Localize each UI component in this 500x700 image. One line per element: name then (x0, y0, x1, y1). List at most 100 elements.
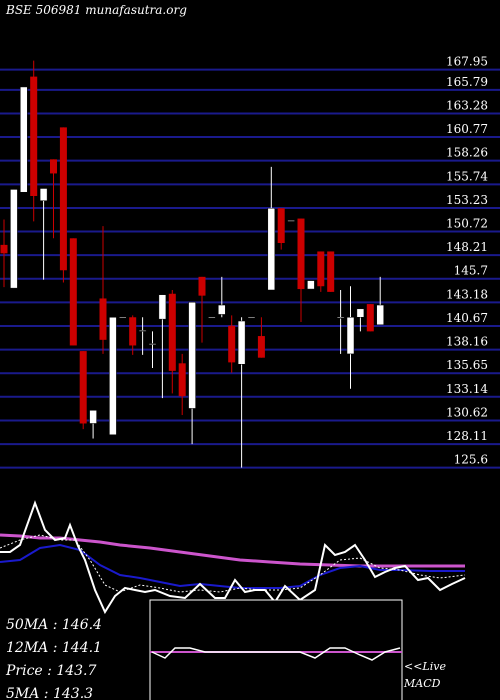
candle (198, 276, 206, 343)
y-tick-label: 145.7 (454, 264, 488, 278)
candle (0, 219, 8, 288)
y-tick-label: 140.67 (446, 311, 488, 325)
candle-body (356, 308, 365, 318)
candle-body (346, 317, 355, 355)
candle (148, 331, 157, 369)
ma-slow-line (0, 533, 465, 568)
candle-body (39, 188, 48, 201)
candle-body (327, 251, 335, 292)
live-label: <<Live (404, 660, 446, 673)
candle (20, 86, 28, 193)
ma-dotted-line (0, 534, 466, 593)
candle (99, 226, 107, 354)
candle (119, 317, 127, 319)
y-tick-label: 128.11 (446, 429, 488, 443)
candle (257, 317, 265, 358)
candles (0, 60, 384, 468)
candle-body (148, 343, 157, 345)
candle (376, 276, 384, 326)
candle-body (317, 251, 325, 287)
candle (327, 251, 335, 292)
y-tick-label: 167.95 (446, 55, 488, 69)
y-tick-label: 148.21 (446, 240, 488, 254)
ma50-stat: 50MA : 146.4 (6, 617, 102, 633)
candle-body (307, 280, 315, 290)
candle-body (69, 238, 77, 346)
candle-body (247, 317, 256, 319)
candle-body (277, 208, 285, 243)
y-tick-label: 158.26 (446, 146, 488, 160)
candle-body (287, 220, 295, 222)
candle (79, 351, 87, 430)
candle (237, 317, 246, 468)
candle (158, 294, 167, 399)
y-tick-label: 143.18 (446, 287, 488, 301)
y-axis-labels: 167.95 165.79 163.28 160.77 158.26 155.74 153.… (446, 55, 488, 467)
candle (297, 218, 305, 322)
candle-body (30, 76, 38, 196)
candle (129, 315, 137, 355)
y-tick-label: 133.14 (446, 382, 488, 396)
candle-body (0, 244, 8, 254)
candle (267, 166, 276, 291)
candle (168, 290, 176, 394)
candle-body (218, 304, 226, 315)
candle (307, 280, 315, 290)
y-tick-label: 165.79 (446, 75, 488, 89)
candle-body (178, 363, 186, 397)
moving-average-panel (0, 500, 466, 615)
candle (178, 353, 186, 416)
y-tick-label: 138.16 (446, 335, 488, 349)
candle-body (79, 351, 87, 424)
ma-mid-line (0, 543, 465, 589)
candle (50, 159, 57, 239)
candle (218, 276, 226, 318)
candle (208, 317, 216, 319)
candle-body (198, 276, 206, 296)
macd-box (149, 599, 403, 700)
candle (59, 127, 67, 283)
candle-body (336, 317, 345, 319)
candle-body (59, 127, 67, 271)
y-tick-label: 135.65 (446, 358, 488, 372)
candle-body (50, 159, 57, 174)
candle (30, 60, 38, 222)
y-tick-label: 130.62 (446, 405, 488, 419)
candle (10, 189, 18, 289)
macd-line (151, 647, 401, 661)
candle-body (228, 325, 236, 363)
y-tick-label: 150.72 (446, 217, 488, 231)
candle-body (168, 293, 176, 371)
y-tick-label: 125.6 (454, 453, 488, 467)
candle-body (109, 317, 117, 436)
candle-body (158, 294, 167, 320)
ma-fast-line (0, 500, 466, 615)
candle (346, 286, 355, 389)
candle (287, 220, 295, 222)
candle-body (237, 320, 246, 365)
y-tick-label: 155.74 (446, 169, 488, 183)
ma5-stat: 5MA : 143.3 (6, 686, 93, 700)
candle (188, 301, 196, 445)
y-tick-label: 153.23 (446, 193, 488, 207)
candle (277, 208, 285, 250)
candle-body (89, 410, 97, 424)
candle (366, 304, 374, 332)
candle-body (257, 336, 265, 358)
candle (247, 317, 256, 319)
candle-body (129, 317, 137, 346)
candle (89, 410, 97, 439)
grid-lines (0, 68, 500, 469)
candle (69, 238, 77, 346)
candle-body (119, 317, 127, 319)
chart-title: BSE 506981 munafasutra.org (5, 3, 187, 17)
y-tick-label: 163.28 (446, 98, 488, 112)
ma12-stat: 12MA : 144.1 (6, 640, 102, 656)
candle-body (376, 304, 384, 326)
candle-body (366, 304, 374, 332)
candle (109, 317, 117, 436)
candle-body (267, 207, 276, 291)
candle-body (99, 298, 107, 340)
